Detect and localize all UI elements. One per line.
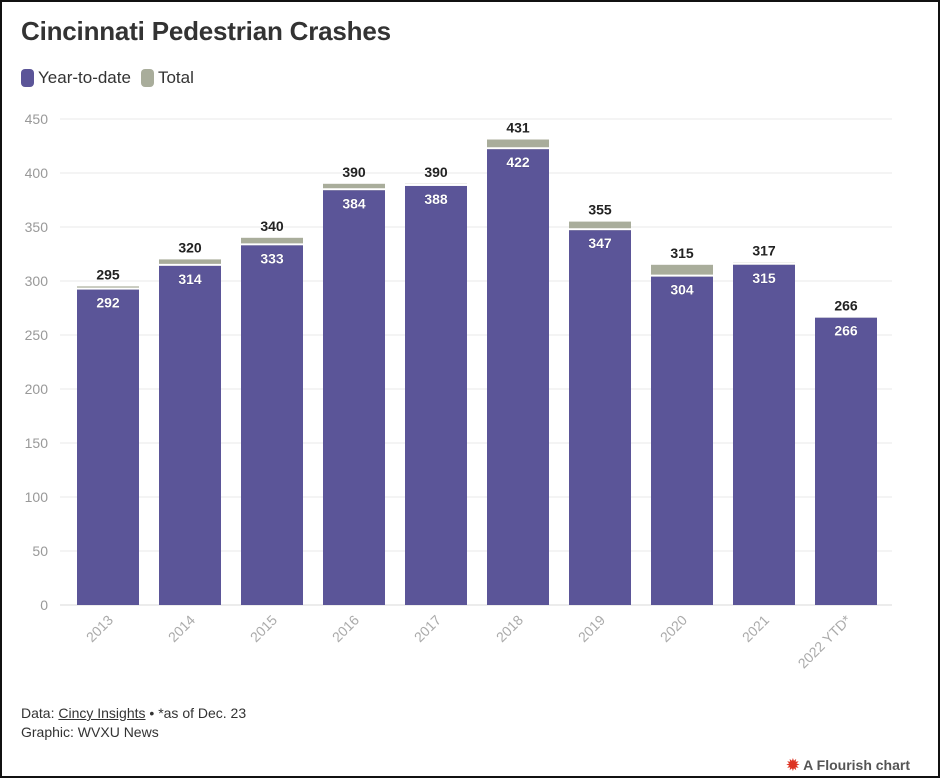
data-label-total: 317: [752, 243, 776, 259]
legend-swatch-ytd: [21, 69, 34, 87]
data-label-total: 340: [260, 218, 284, 234]
data-label-ytd: 266: [834, 323, 858, 339]
bar-ytd: [815, 317, 877, 605]
bar-ytd: [405, 185, 467, 605]
data-label-total: 431: [506, 120, 530, 136]
data-note: • *as of Dec. 23: [145, 705, 247, 721]
y-tick-label: 100: [25, 489, 49, 505]
x-tick-label: 2022 YTD*: [795, 611, 855, 671]
graphic-credit: Graphic: WVXU News: [21, 724, 159, 740]
data-label-ytd: 314: [178, 271, 202, 287]
flourish-logo-icon: ✹: [786, 757, 800, 774]
x-tick-label: 2013: [83, 612, 116, 645]
bar-chart: 0 50 100 150 200 250 300 350 400 450 295 292 2013 320…: [25, 111, 892, 671]
y-tick-label: 300: [25, 273, 49, 289]
data-label-ytd: 347: [588, 235, 612, 251]
legend-item-total[interactable]: Total: [140, 68, 194, 88]
legend: Year-to-date Total: [21, 68, 204, 88]
bar-ytd: [77, 289, 139, 605]
y-tick-label: 50: [32, 543, 48, 559]
x-tick-label: 2018: [493, 612, 526, 645]
flourish-branding[interactable]: ✹ A Flourish chart: [787, 756, 910, 774]
x-tick-label: 2020: [657, 612, 690, 645]
legend-swatch-total: [140, 69, 154, 87]
bar-ytd: [487, 149, 549, 606]
data-source-line: Data: Cincy Insights • *as of Dec. 23: [21, 704, 246, 723]
footer: Data: Cincy Insights • *as of Dec. 23 Gr…: [21, 704, 246, 742]
y-tick-label: 200: [25, 381, 49, 397]
x-tick-label: 2021: [739, 612, 772, 645]
data-label-ytd: 384: [342, 195, 366, 211]
y-tick-label: 250: [25, 327, 49, 343]
y-tick-label: 150: [25, 435, 49, 451]
data-label-ytd: 292: [96, 295, 120, 311]
y-tick-label: 450: [25, 111, 49, 127]
bar-ytd: [159, 265, 221, 605]
flourish-label: A Flourish chart: [803, 757, 910, 773]
data-label-total: 320: [178, 239, 202, 255]
legend-item-ytd[interactable]: Year-to-date: [21, 68, 131, 88]
data-prefix: Data:: [21, 705, 59, 721]
data-label-ytd: 388: [424, 191, 448, 207]
bar-ytd: [733, 264, 795, 605]
data-label-total: 315: [670, 245, 694, 261]
legend-label-ytd: Year-to-date: [38, 68, 131, 87]
bar-ytd: [569, 230, 631, 606]
legend-label-total: Total: [157, 68, 194, 87]
x-tick-label: 2019: [575, 612, 608, 645]
bar-ytd: [651, 276, 713, 605]
bar-ytd: [323, 190, 385, 605]
x-tick-label: 2017: [411, 612, 444, 645]
x-tick-label: 2015: [247, 612, 280, 645]
x-tick-label: 2016: [329, 612, 362, 645]
data-label-total: 390: [342, 164, 366, 180]
data-label-ytd: 315: [752, 270, 776, 286]
y-tick-label: 350: [25, 219, 49, 235]
data-label-total: 390: [424, 164, 448, 180]
bar-ytd: [241, 245, 303, 606]
data-label-ytd: 333: [260, 250, 284, 266]
y-tick-label: 0: [40, 597, 48, 613]
data-label-total: 266: [834, 298, 858, 314]
data-label-ytd: 304: [670, 282, 694, 298]
chart-title: Cincinnati Pedestrian Crashes: [21, 16, 391, 46]
y-tick-label: 400: [25, 165, 49, 181]
data-source-link[interactable]: Cincy Insights: [58, 705, 146, 721]
x-tick-label: 2014: [165, 612, 198, 645]
data-label-total: 355: [588, 202, 612, 218]
data-label-ytd: 422: [506, 154, 530, 170]
data-label-total: 295: [96, 266, 120, 282]
